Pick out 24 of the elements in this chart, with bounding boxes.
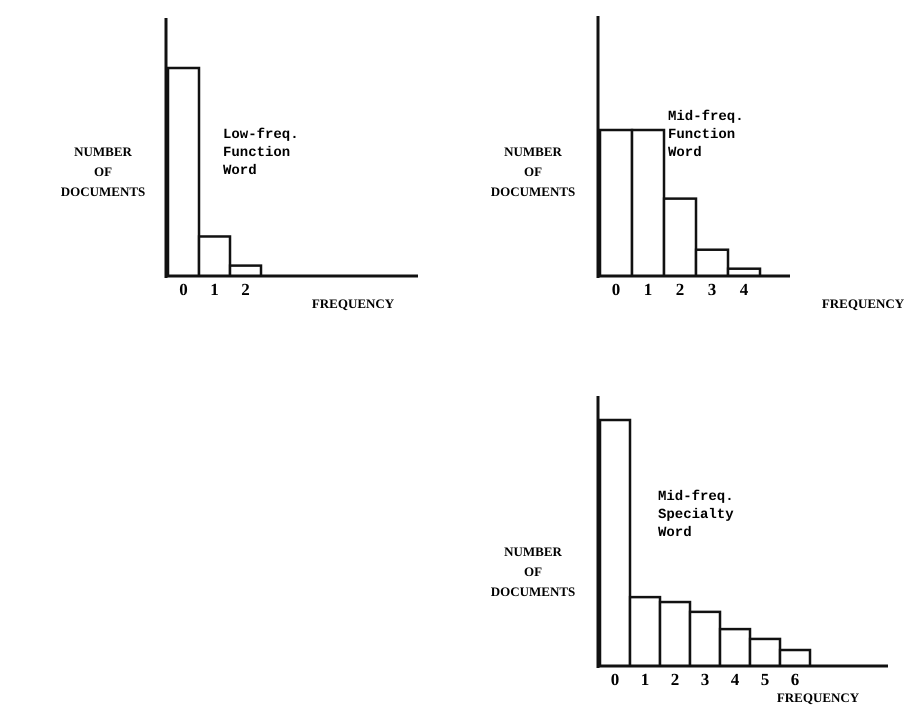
x-tick-label: 2 [241,280,250,299]
annotation: Mid-freq. Function Word [668,109,744,161]
x-tick-label: 0 [179,280,188,299]
x-tick-label: 0 [610,670,620,689]
x-tick-label: 3 [708,280,716,299]
x-tick-label: 5 [760,670,770,689]
x-axis-title: FREQUENCY [312,296,395,311]
annotation: Mid-freq. Specialty Word [658,489,734,541]
x-tick-label: 2 [670,670,680,689]
y-axis-title: NUMBER OF DOCUMENTS [490,544,576,599]
x-tick-label: 1 [210,280,219,299]
x-tick-label: 3 [700,670,710,689]
x-tick-label: 6 [790,670,800,689]
x-tick-label: 4 [740,280,749,299]
x-tick-label: 1 [644,280,652,299]
annotation: Low-freq. Function Word [223,127,299,179]
y-axis-title: NUMBER OF DOCUMENTS [60,144,146,199]
y-axis-title: NUMBER OF DOCUMENTS [490,144,576,199]
x-tick-label: 2 [676,280,684,299]
x-tick-label: 4 [730,670,740,689]
x-tick-label: 0 [612,280,620,299]
x-axis-title: FREQUENCY [776,690,860,705]
x-axis-title: FREQUENCY [822,296,905,311]
x-tick-label: 1 [640,670,650,689]
